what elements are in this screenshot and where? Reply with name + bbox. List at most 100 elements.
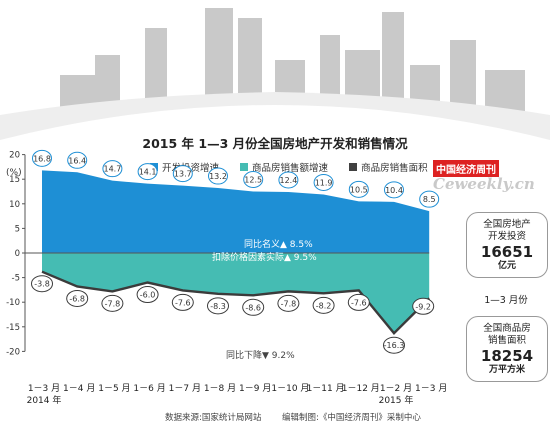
x-tick-label: 1－3 月 [28,383,60,394]
data-label: 16.4 [68,156,86,165]
data-label-bubble [137,163,158,181]
data-label-bubble [384,181,404,199]
x-tick-label: 1－10 月 [271,383,309,394]
data-label-bubble [136,286,159,304]
brand-cn: 中国经济周刊 [433,160,499,177]
data-label-bubble [419,190,440,208]
y-tick-label: 15 [9,175,20,185]
investment-line2: 开发投资 [487,231,526,242]
y-tick-label: 5 [15,224,20,234]
investment-panel: 全国房地产 开发投资 16651 亿元 [466,212,548,278]
year-label: 2014 年 [27,394,62,406]
data-label-bubble [412,297,435,315]
data-label-bubble [207,297,229,315]
data-label-bubble [101,294,124,312]
chart-title: 2015 年 1—3 月份全国房地产开发和销售情况 [142,136,408,151]
city-skyline-illustration [0,0,550,140]
data-label-bubble [277,294,300,312]
data-label-bubble [313,173,334,191]
y-tick-label: -5 [12,274,20,284]
x-tick-label: 1－2 月 [380,383,412,394]
data-label: -7.8 [281,299,297,308]
sales-panel: 全国商品房 销售面积 18254 万平方米 [466,316,548,382]
data-label-bubble [278,171,299,189]
data-label: 12.5 [244,176,262,185]
y-tick-label: 0 [15,249,20,259]
legend-item-sales-value: 商品房销售额增速 [240,160,328,174]
y-tick-label: 20 [9,151,20,161]
data-source: 数据来源:国家统计局网站 [165,413,262,423]
editor-credit: 编辑制图:《中国经济周刊》采制中心 [282,413,421,423]
x-tick-label: 1－11 月 [307,383,345,394]
data-label-bubble [171,293,194,311]
data-label: 14.7 [103,165,121,174]
sales-unit: 万平方米 [488,365,525,375]
brand-en: Ceweekly.cn [433,175,535,193]
data-label: -7.6 [175,298,191,307]
data-label-bubble [67,151,88,169]
data-label: 10.4 [385,186,403,195]
data-label: 10.5 [350,185,368,194]
investment-value: 16651 [480,243,534,261]
annotation-decline: 同比下降▼ 9.2% [226,349,295,361]
data-label-bubble [208,167,228,185]
sales-line1: 全国商品房 [483,323,531,334]
x-tick-label: 1－4 月 [63,383,95,394]
series-area-investment [42,170,430,253]
data-label: -9.2 [415,302,431,311]
data-label: 12.4 [279,176,297,185]
data-label: 14.1 [139,168,157,177]
legend-label: 商品房销售额增速 [252,163,329,174]
data-label-bubble [348,180,369,198]
y-tick-label: -20 [6,347,20,357]
data-label: 13.7 [174,170,192,179]
data-label: -8.3 [210,302,226,311]
data-label-bubble [242,298,265,316]
data-label: 11.9 [315,178,333,187]
data-label: 8.5 [423,195,436,204]
data-label: -3.8 [34,280,50,289]
investment-line1: 全国房地产 [483,219,531,230]
data-label-bubble [172,165,193,183]
period-label: 1—3 月份 [484,295,528,306]
sales-value: 18254 [480,347,534,365]
data-label: -8.2 [316,301,332,310]
brand-logo: 中国经济周刊 Ceweekly.cn [433,158,548,193]
sales-line2: 销售面积 [487,335,526,346]
data-label-bubble [383,336,405,354]
y-tick-label: 10 [9,200,20,210]
y-tick-label: -10 [6,298,20,308]
data-label: -8.6 [245,303,261,312]
y-axis-unit: (%) [6,168,22,178]
data-label: 13.2 [209,172,227,181]
data-label-bubble [66,289,89,307]
annotation-nominal: 同比名义▲ 8.5% [244,238,313,250]
data-label-bubble [102,160,123,178]
data-label-bubble [312,296,335,314]
legend-label: 商品房销售面积 [361,163,428,174]
x-tick-label: 1－3 月 [415,383,447,394]
data-label: 16.8 [33,154,51,163]
x-tick-label: 1－6 月 [133,383,165,394]
data-label-bubble [32,149,52,167]
year-label: 2015 年 [379,394,414,406]
x-tick-label: 1－12 月 [342,383,380,394]
data-label: -7.6 [351,298,367,307]
annotation-real: 扣除价格因素实际▲ 9.5% [212,251,317,263]
legend-item-sales-area: 商品房销售面积 [349,160,428,174]
x-tick-label: 1－8 月 [204,383,236,394]
data-label: -6.8 [69,294,85,303]
data-label: -6.0 [140,291,156,300]
series-area-sales-value [42,253,430,334]
legend-swatch-teal [240,163,249,171]
y-tick-label: -15 [6,323,20,333]
legend-swatch-dark [349,163,358,171]
data-label-bubble [31,275,53,293]
investment-unit: 亿元 [497,261,516,271]
data-label-bubble [243,171,264,188]
x-tick-label: 1－9 月 [239,383,271,394]
data-label-bubble [347,293,370,311]
data-label: -16.3 [384,341,405,350]
data-label: -7.8 [105,299,121,308]
